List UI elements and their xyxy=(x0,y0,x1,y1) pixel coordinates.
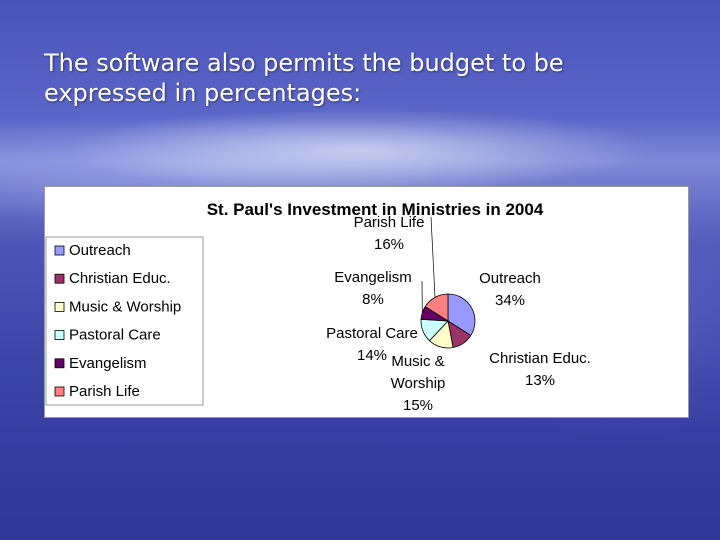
legend-box xyxy=(45,236,204,406)
legend-swatch-pastoral-care xyxy=(54,330,65,341)
legend-swatch-evangelism xyxy=(54,358,65,369)
legend-label-outreach: Outreach xyxy=(69,242,131,259)
legend-label-pastoral-care: Pastoral Care xyxy=(69,327,161,344)
legend-label-parish-life: Parish Life xyxy=(69,383,140,400)
pie-slices xyxy=(420,293,476,349)
leader-line-parish-life xyxy=(430,216,436,298)
legend-swatch-christian-educ xyxy=(54,273,65,284)
legend-label-music-worship: Music & Worship xyxy=(69,298,181,315)
data-label-parish-life: Parish Life 16% xyxy=(354,214,425,253)
data-label-music-worship: Music & Worship 15% xyxy=(391,353,446,414)
pie-slice-parish-life xyxy=(424,293,449,322)
pie-chart: St. Paul's Investment in Ministries in 2… xyxy=(45,200,591,414)
legend-label-evangelism: Evangelism xyxy=(69,355,147,372)
data-label-evangelism: Evangelism 8% xyxy=(334,269,412,308)
legend-swatch-music-worship xyxy=(54,302,65,312)
data-label-christian-educ: Christian Educ. 13% xyxy=(489,350,591,389)
data-label-outreach: Outreach 34% xyxy=(479,270,541,309)
legend-swatch-outreach xyxy=(54,245,65,256)
data-labels: Outreach 34% Christian Educ. 13% Music & Wors… xyxy=(326,214,591,414)
slide-title-line-1: The software also permits the budget to … xyxy=(44,49,564,77)
legend: Outreach Christian Educ. Music & Worship Pa… xyxy=(54,242,181,400)
legend-label-christian-educ: Christian Educ. xyxy=(69,270,171,287)
data-label-pastoral-care: Pastoral Care 14% xyxy=(326,325,418,364)
slide-title-line-2: expressed in percentages: xyxy=(44,79,362,107)
legend-swatch-parish-life xyxy=(54,386,65,397)
leader-lines xyxy=(421,216,436,313)
slide-title: The software also permits the budget to … xyxy=(44,48,664,108)
chart-panel: St. Paul's Investment in Ministries in 2… xyxy=(44,186,689,418)
chart-title: St. Paul's Investment in Ministries in 2… xyxy=(207,200,544,219)
